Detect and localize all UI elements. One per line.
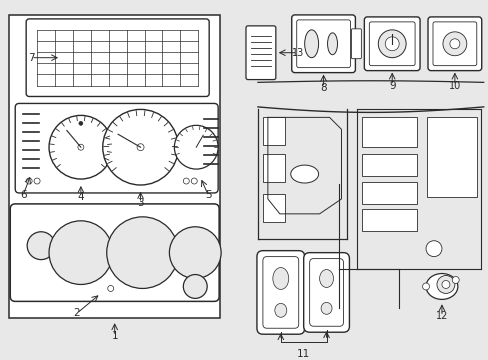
FancyBboxPatch shape	[263, 257, 298, 328]
FancyBboxPatch shape	[368, 22, 414, 66]
Text: 11: 11	[296, 349, 310, 359]
FancyBboxPatch shape	[10, 204, 219, 301]
FancyBboxPatch shape	[26, 19, 209, 96]
Text: 6: 6	[20, 190, 26, 200]
Text: 3: 3	[137, 198, 143, 208]
FancyBboxPatch shape	[245, 26, 275, 80]
Bar	[362, 117, 416, 147]
Circle shape	[107, 285, 114, 292]
Ellipse shape	[321, 302, 331, 314]
Circle shape	[49, 116, 112, 179]
Text: 5: 5	[204, 190, 211, 200]
Bar	[263, 194, 284, 222]
Circle shape	[137, 144, 144, 151]
FancyBboxPatch shape	[15, 103, 218, 193]
Text: 8: 8	[320, 82, 326, 93]
Circle shape	[169, 227, 221, 279]
FancyBboxPatch shape	[309, 258, 343, 326]
Circle shape	[441, 280, 449, 288]
Circle shape	[27, 232, 55, 260]
Circle shape	[79, 121, 82, 125]
FancyBboxPatch shape	[291, 15, 355, 73]
Text: 1: 1	[111, 331, 118, 341]
Ellipse shape	[304, 30, 318, 58]
Circle shape	[78, 144, 83, 150]
Circle shape	[191, 178, 197, 184]
Bar	[263, 154, 284, 182]
Circle shape	[34, 178, 40, 184]
Circle shape	[436, 275, 454, 293]
Circle shape	[26, 178, 32, 184]
Ellipse shape	[425, 274, 457, 300]
FancyBboxPatch shape	[432, 22, 476, 66]
Ellipse shape	[272, 267, 288, 289]
Circle shape	[442, 32, 466, 56]
Bar	[362, 182, 416, 204]
Text: 4: 4	[78, 192, 84, 202]
Circle shape	[422, 283, 428, 290]
Bar	[362, 154, 416, 176]
Text: 13: 13	[291, 48, 303, 58]
Circle shape	[183, 178, 189, 184]
Circle shape	[451, 276, 458, 283]
FancyBboxPatch shape	[303, 253, 349, 332]
Text: 9: 9	[388, 81, 395, 91]
Text: 7: 7	[28, 53, 34, 63]
FancyBboxPatch shape	[351, 29, 361, 59]
FancyBboxPatch shape	[296, 20, 350, 68]
Ellipse shape	[274, 303, 286, 317]
FancyBboxPatch shape	[364, 17, 419, 71]
Circle shape	[183, 275, 207, 298]
Circle shape	[425, 241, 441, 257]
Circle shape	[174, 125, 218, 169]
Bar	[263, 117, 284, 145]
Ellipse shape	[319, 270, 333, 287]
FancyBboxPatch shape	[256, 251, 304, 334]
Circle shape	[378, 30, 406, 58]
Bar	[426, 117, 476, 197]
Text: 12: 12	[435, 311, 447, 321]
Bar	[9, 15, 220, 318]
Ellipse shape	[327, 33, 337, 55]
Circle shape	[385, 37, 398, 51]
Text: 10: 10	[448, 81, 460, 91]
Circle shape	[49, 221, 112, 284]
Bar	[362, 209, 416, 231]
Circle shape	[106, 217, 178, 288]
Text: 2: 2	[73, 308, 80, 318]
Ellipse shape	[290, 165, 318, 183]
Circle shape	[102, 109, 178, 185]
Circle shape	[449, 39, 459, 49]
FancyBboxPatch shape	[427, 17, 481, 71]
